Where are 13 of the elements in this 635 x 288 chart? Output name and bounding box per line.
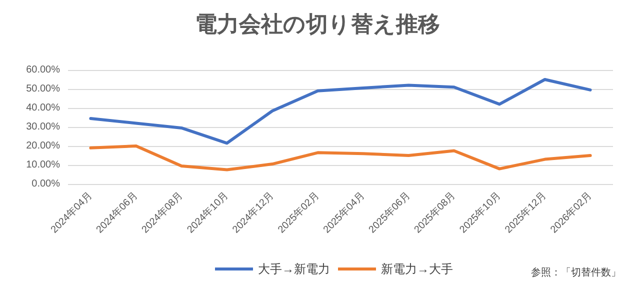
chart-title: 電力会社の切り替え推移 xyxy=(195,12,440,36)
y-tick-label: 60.00% xyxy=(26,64,60,76)
line-series xyxy=(89,78,592,145)
y-tick-label: 10.00% xyxy=(26,160,60,170)
legend-label: 大手→新電力 xyxy=(258,262,330,276)
y-tick-label: 40.00% xyxy=(26,102,60,114)
y-tick-label: 50.00% xyxy=(26,84,60,94)
y-tick-label: 0.00% xyxy=(32,178,60,190)
y-tick-label: 30.00% xyxy=(26,122,60,132)
y-tick-label: 20.00% xyxy=(26,140,60,152)
line-series xyxy=(89,144,592,172)
legend-label: 新電力→大手 xyxy=(381,262,453,276)
text: 参照：「切替件数」 xyxy=(531,266,621,278)
